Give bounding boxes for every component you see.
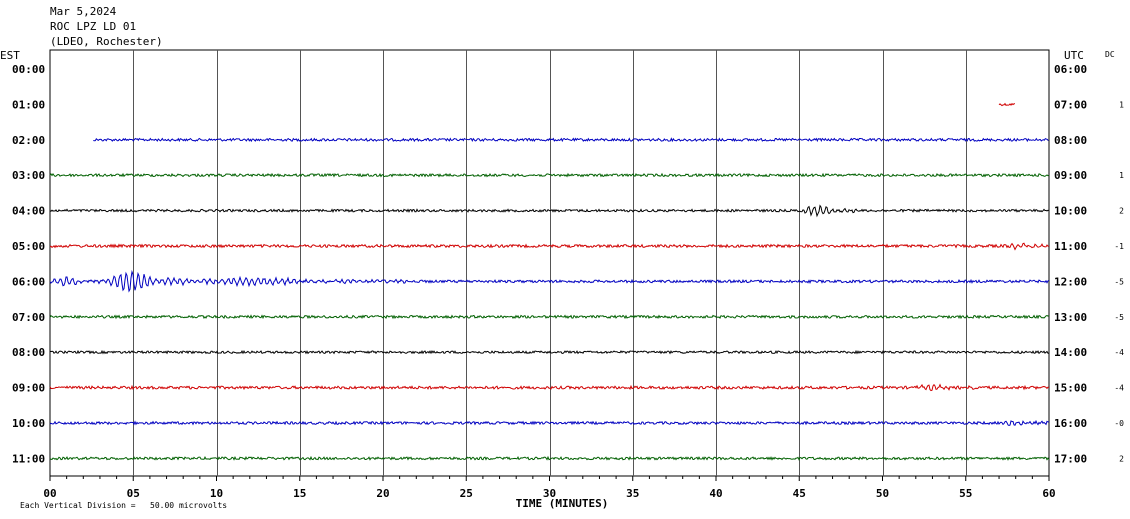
utc-time-label: 13:00: [1054, 311, 1087, 324]
dc-offset-label: 1: [1119, 100, 1124, 109]
right-timezone-label: UTC: [1064, 49, 1084, 62]
utc-time-label: 14:00: [1054, 346, 1087, 359]
est-time-label: 10:00: [12, 417, 45, 430]
est-time-label: 03:00: [12, 169, 45, 182]
header-station: ROC LPZ LD 01: [50, 20, 136, 33]
x-tick-label: 60: [1042, 487, 1055, 500]
est-time-label: 08:00: [12, 346, 45, 359]
dc-offset-label: 1: [1119, 171, 1124, 180]
scale-note: Each Vertical Division = 50.00 microvolt…: [20, 501, 227, 510]
seismic-trace: [49, 455, 1050, 461]
utc-time-label: 09:00: [1054, 169, 1087, 182]
x-tick-label: 55: [959, 487, 972, 500]
seismic-trace: [49, 172, 1050, 178]
x-tick-label: 00: [43, 487, 56, 500]
est-time-label: 09:00: [12, 382, 45, 395]
header-date: Mar 5,2024: [50, 5, 117, 18]
seismic-trace: [998, 102, 1016, 107]
dc-offset-label: -0: [1114, 419, 1124, 428]
seismic-trace: [49, 349, 1050, 355]
est-time-label: 00:00: [12, 63, 45, 76]
dc-offset-label: -5: [1114, 277, 1124, 286]
dc-offset-label: -4: [1114, 348, 1124, 357]
dc-offset-label: -4: [1114, 384, 1124, 393]
left-timezone-label: EST: [0, 49, 20, 62]
x-tick-label: 50: [876, 487, 889, 500]
dc-offset-label: -5: [1114, 313, 1124, 322]
dc-offset-label: -1: [1114, 242, 1124, 251]
utc-time-label: 16:00: [1054, 417, 1087, 430]
x-tick-label: 30: [543, 487, 556, 500]
dc-label: DC: [1105, 50, 1115, 59]
utc-time-label: 12:00: [1054, 275, 1087, 288]
utc-time-label: 10:00: [1054, 205, 1087, 218]
seismic-trace: [49, 242, 1050, 251]
x-axis-label: TIME (MINUTES): [516, 497, 609, 510]
x-tick-label: 35: [626, 487, 639, 500]
plot-frame: [49, 49, 1050, 477]
est-time-label: 11:00: [12, 452, 45, 465]
utc-time-label: 08:00: [1054, 134, 1087, 147]
x-tick-label: 05: [127, 487, 140, 500]
x-tick-label: 45: [793, 487, 806, 500]
est-time-label: 02:00: [12, 134, 45, 147]
x-tick-label: 20: [376, 487, 389, 500]
utc-time-label: 07:00: [1054, 98, 1087, 111]
est-time-label: 01:00: [12, 98, 45, 111]
x-tick-label: 15: [293, 487, 306, 500]
seismic-trace: [49, 204, 1050, 218]
dc-offset-label: 2: [1119, 207, 1124, 216]
x-tick-label: 25: [460, 487, 473, 500]
x-tick-label: 40: [709, 487, 722, 500]
header-network: (LDEO, Rochester): [50, 35, 163, 48]
est-time-label: 05:00: [12, 240, 45, 253]
est-time-label: 04:00: [12, 205, 45, 218]
utc-time-label: 11:00: [1054, 240, 1087, 253]
utc-time-label: 15:00: [1054, 382, 1087, 395]
seismic-trace: [49, 269, 1050, 293]
seismic-trace: [49, 383, 1050, 392]
seismic-trace: [93, 137, 1049, 143]
seismic-trace: [49, 314, 1050, 320]
x-tick-label: 10: [210, 487, 223, 500]
seismic-trace: [49, 419, 1050, 426]
est-time-label: 06:00: [12, 275, 45, 288]
utc-time-label: 17:00: [1054, 452, 1087, 465]
dc-offset-label: 2: [1119, 454, 1124, 463]
utc-time-label: 06:00: [1054, 63, 1087, 76]
est-time-label: 07:00: [12, 311, 45, 324]
